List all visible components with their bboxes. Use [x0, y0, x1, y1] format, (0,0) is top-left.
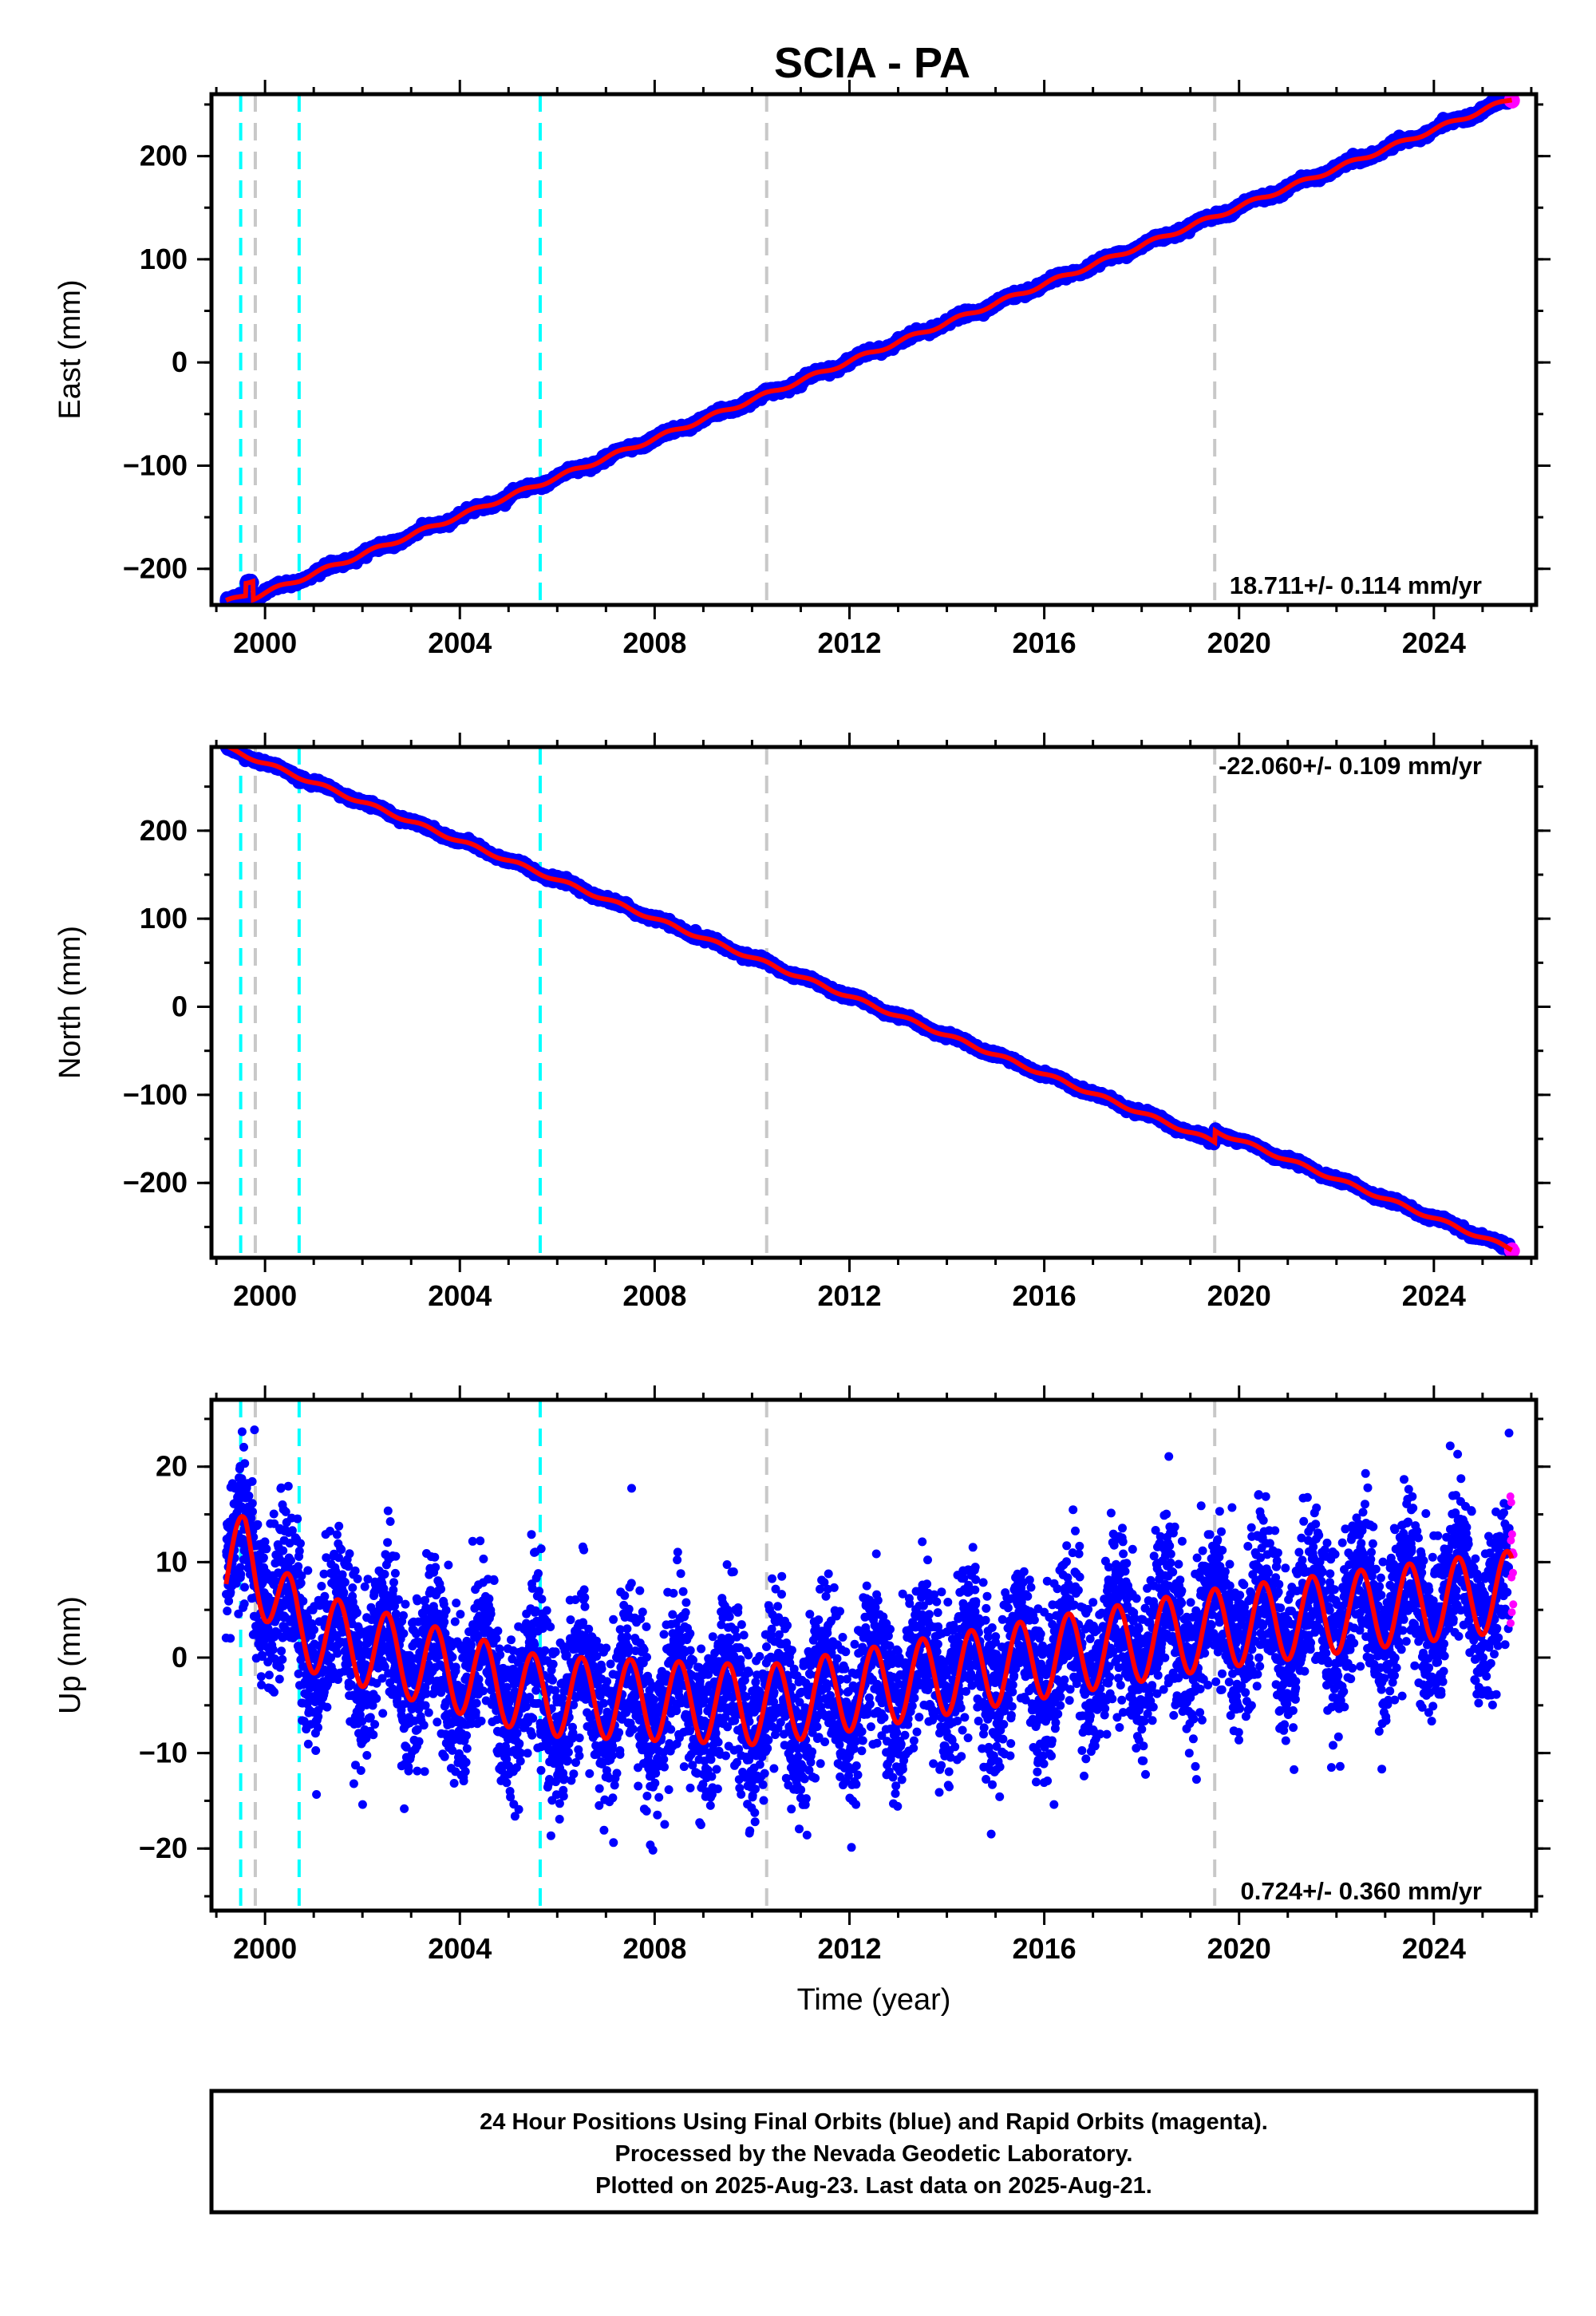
east-rate-annotation: 18.711+/- 0.114 mm/yr: [1230, 571, 1482, 599]
east-plot-area: [219, 94, 1520, 605]
y-tick-label: 100: [140, 243, 188, 275]
east-panel: 2000 2004 2008 2012 2016 2020 2024 200 100 0 −100 −…: [53, 80, 1551, 659]
north-panel: 2000 2004 2008 2012 2016 2020 20242001000−100−…: [53, 733, 1551, 1312]
x-tick-label: 2008: [622, 626, 686, 659]
east-y-axis-label: East (mm): [53, 279, 87, 419]
x-tick-label: 2016: [1013, 626, 1077, 659]
x-tick-label: 2004: [428, 626, 492, 659]
y-tick-label: 0: [172, 346, 188, 378]
x-tick-label: 2000: [233, 626, 297, 659]
figure-title: SCIA - PA: [774, 39, 970, 87]
north-plot-area: [219, 747, 1520, 1258]
north-final-points: [219, 747, 1516, 1256]
x-tick-label: 2024: [1402, 626, 1466, 659]
x-tick-label: 2012: [817, 626, 881, 659]
y-tick-label: −100: [123, 449, 188, 481]
y-tick-label: 200: [140, 140, 188, 172]
y-tick-label: −200: [123, 552, 188, 585]
x-tick-label: 2020: [1207, 626, 1271, 659]
